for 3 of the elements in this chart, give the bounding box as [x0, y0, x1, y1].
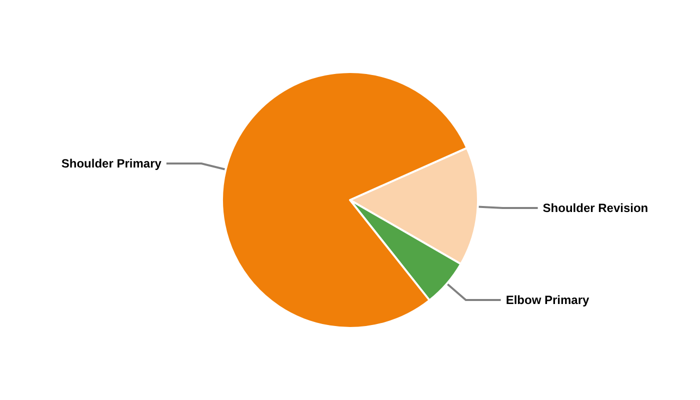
slice-label: Shoulder Primary [61, 156, 162, 171]
slice-label: Elbow Primary [506, 292, 590, 307]
slice-label: Shoulder Revision [542, 201, 648, 216]
